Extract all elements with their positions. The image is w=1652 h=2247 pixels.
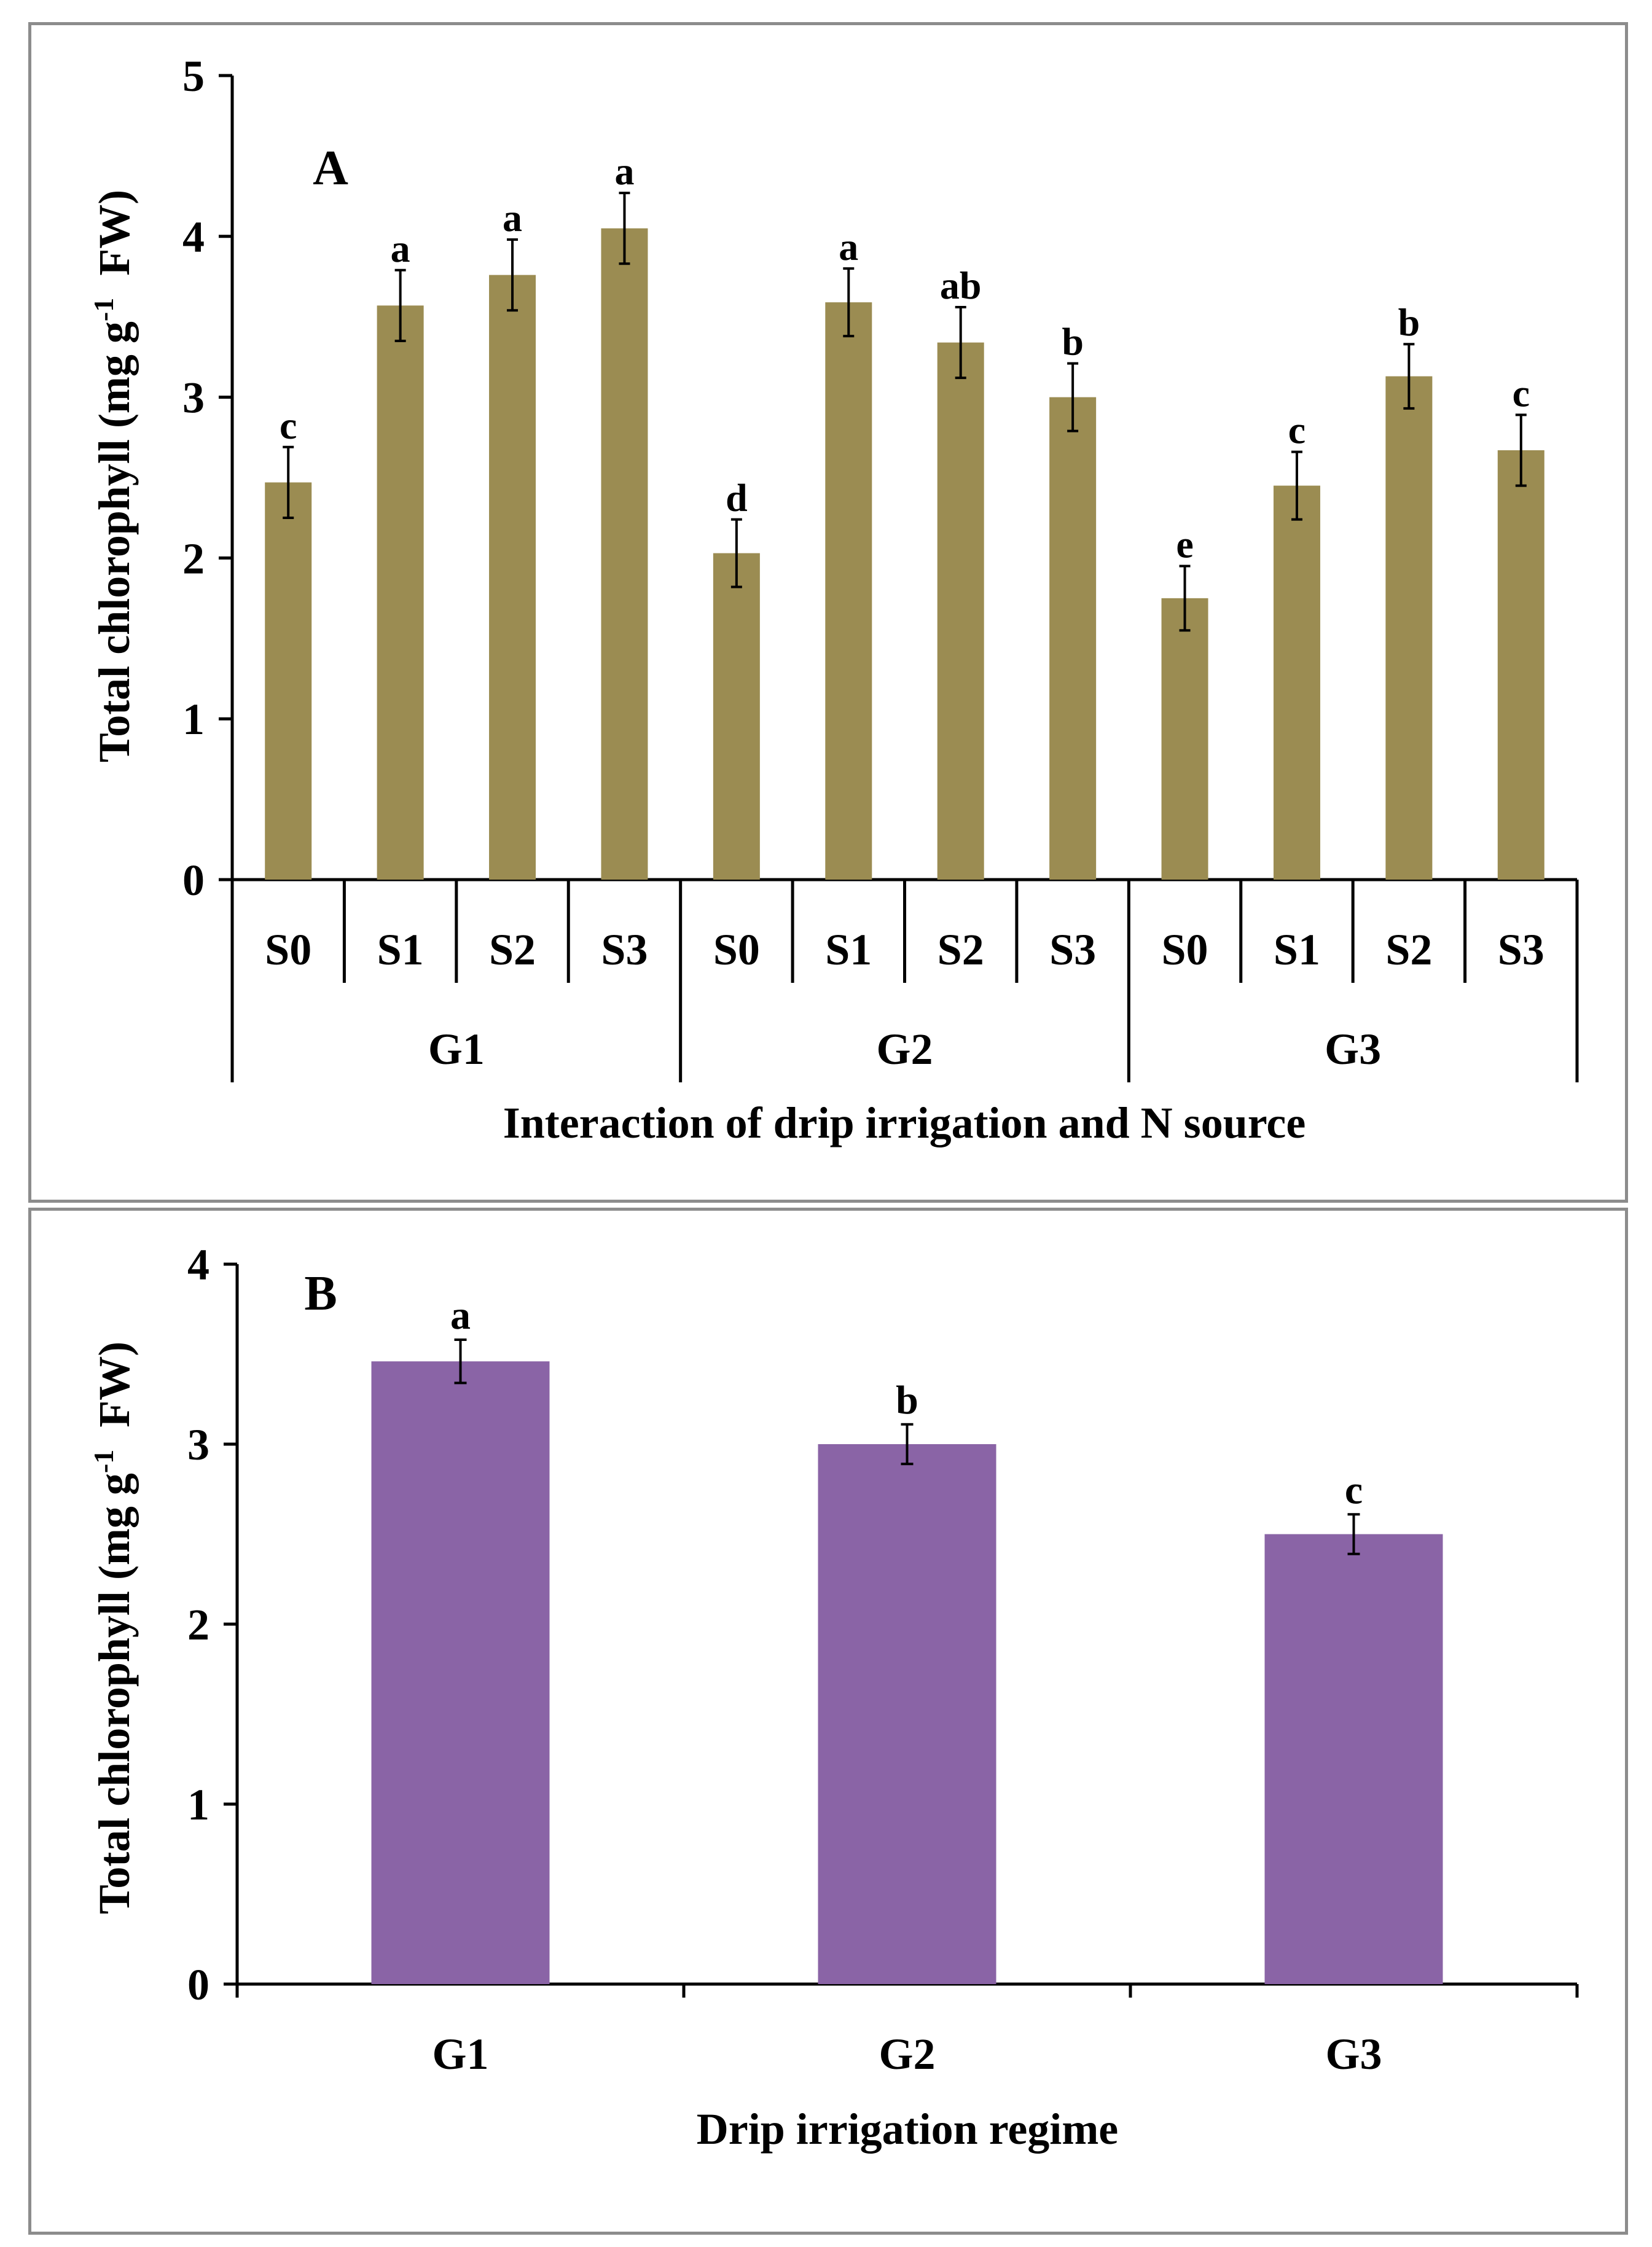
subcategory-label-a: S2 <box>489 925 536 974</box>
category-label-b: G2 <box>879 2030 935 2079</box>
significance-letter-a: c <box>1513 371 1530 415</box>
y-tick-label-b: 1 <box>187 1780 209 1829</box>
y-tick-label-b: 3 <box>187 1420 209 1469</box>
significance-letter-b: b <box>896 1378 918 1423</box>
y-tick-label-a: 5 <box>182 52 205 101</box>
significance-letter-b: a <box>450 1293 471 1338</box>
y-tick-label-b: 0 <box>187 1960 209 2009</box>
significance-letter-a: a <box>503 196 522 240</box>
bar-a <box>825 302 872 880</box>
significance-letter-a: c <box>280 404 297 447</box>
subcategory-label-a: S0 <box>265 925 311 974</box>
subcategory-label-a: S3 <box>601 925 648 974</box>
x-axis-title-b: Drip irrigation regime <box>697 2104 1119 2154</box>
panel-label-a: A <box>313 141 348 195</box>
significance-letter-a: ab <box>940 264 982 307</box>
y-tick-label-a: 2 <box>182 534 205 583</box>
bar-a <box>1161 598 1208 880</box>
subcategory-label-a: S2 <box>938 925 984 974</box>
y-tick-label-a: 4 <box>182 213 205 262</box>
significance-letter-a: a <box>839 225 858 268</box>
significance-letter-a: a <box>614 149 634 193</box>
bar-a <box>937 342 984 880</box>
category-label-b: G1 <box>432 2030 488 2079</box>
y-axis-title-a: Total chlorophyll (mg g-1 FW) <box>88 190 139 762</box>
y-tick-label-a: 1 <box>182 695 205 744</box>
significance-letter-b: c <box>1345 1467 1363 1512</box>
subcategory-label-a: S1 <box>1274 925 1320 974</box>
x-axis-title-a: Interaction of drip irrigation and N sou… <box>503 1098 1306 1147</box>
bar-a <box>377 305 424 880</box>
y-tick-label-b: 2 <box>187 1600 209 1649</box>
subcategory-label-a: S3 <box>1049 925 1096 974</box>
bar-a <box>1385 376 1433 880</box>
bar-a <box>265 482 312 880</box>
subcategory-label-a: S3 <box>1498 925 1544 974</box>
category-label-b: G3 <box>1325 2030 1382 2079</box>
bar-b <box>371 1361 550 1984</box>
significance-letter-a: b <box>1398 300 1420 344</box>
subcategory-label-a: S0 <box>1162 925 1208 974</box>
y-tick-label-a: 0 <box>182 856 205 905</box>
bar-a <box>489 275 536 880</box>
bar-b <box>1264 1534 1443 1984</box>
bar-a <box>1497 450 1544 880</box>
bar-a <box>713 553 760 880</box>
y-tick-label-b: 4 <box>187 1240 209 1289</box>
group-label-a: G1 <box>428 1025 485 1074</box>
panel-label-b: B <box>304 1267 337 1321</box>
significance-letter-a: c <box>1288 408 1306 452</box>
subcategory-label-a: S2 <box>1385 925 1432 974</box>
y-axis-title-b: Total chlorophyll (mg g-1 FW) <box>88 1342 139 1914</box>
significance-letter-a: d <box>726 476 748 520</box>
subcategory-label-a: S1 <box>825 925 872 974</box>
group-label-a: G2 <box>876 1025 933 1074</box>
significance-letter-a: a <box>391 227 410 270</box>
bar-b <box>818 1444 996 1984</box>
group-label-a: G3 <box>1325 1025 1381 1074</box>
bar-a <box>601 228 648 880</box>
subcategory-label-a: S1 <box>377 925 424 974</box>
subcategory-label-a: S0 <box>713 925 760 974</box>
significance-letter-a: b <box>1062 320 1084 364</box>
bar-a <box>1273 485 1320 880</box>
bar-a <box>1049 397 1097 880</box>
significance-letter-a: e <box>1176 522 1193 566</box>
y-tick-label-a: 3 <box>182 373 205 423</box>
